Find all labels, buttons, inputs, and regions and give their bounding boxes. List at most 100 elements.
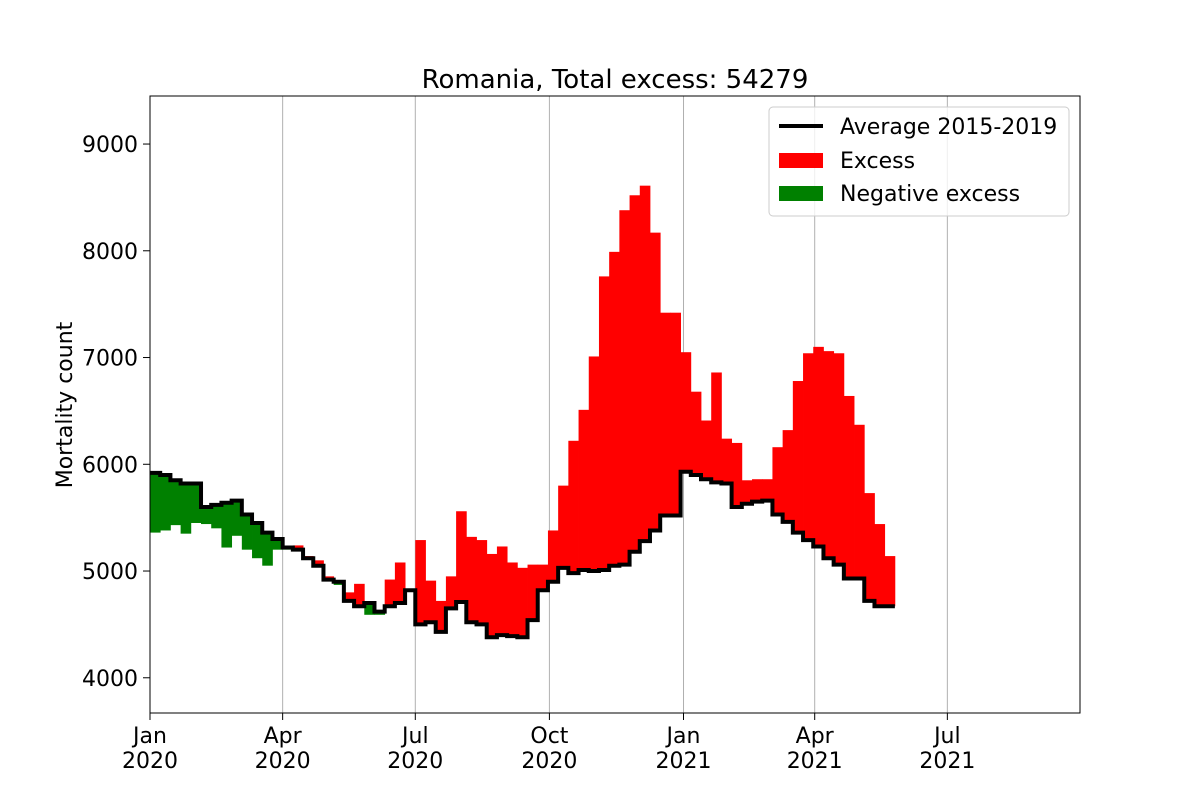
negative-excess-bar (201, 506, 212, 525)
excess-bar (752, 479, 763, 502)
excess-areas (150, 185, 896, 638)
negative-excess-bar (190, 483, 202, 523)
legend-box (768, 106, 1070, 217)
excess-bar (782, 430, 794, 522)
excess-bar (384, 579, 396, 607)
y-tick-label: 6000 (82, 453, 138, 478)
legend-swatch-excess (779, 153, 823, 168)
excess-bar (813, 346, 824, 547)
excess-bar (496, 546, 508, 636)
x-tick-label-year: 2021 (919, 749, 975, 774)
excess-bar (854, 424, 865, 579)
negative-excess-bar (170, 480, 182, 526)
excess-bar (721, 438, 733, 484)
excess-bar (354, 583, 365, 607)
excess-bar (578, 409, 590, 570)
excess-bar (731, 442, 743, 507)
excess-bar (792, 381, 804, 533)
excess-bar (711, 372, 722, 483)
legend: Average 2015-2019 Excess Negative excess (768, 106, 1070, 217)
excess-bar (466, 536, 477, 623)
excess-bar (415, 540, 426, 625)
excess-bar (823, 351, 835, 559)
excess-bar (762, 479, 773, 501)
y-axis: 4000 5000 6000 7000 8000 9000 (82, 133, 150, 692)
plot-area-frame (149, 95, 1081, 714)
legend-label-excess: Excess (840, 149, 915, 174)
excess-bar (558, 485, 569, 568)
excess-bar (803, 353, 814, 541)
negative-excess-bar (252, 522, 263, 559)
negative-excess-bar (160, 474, 171, 531)
x-tick-label-month: Apr (796, 724, 835, 749)
x-tick-label-month: Jul (932, 724, 961, 749)
y-axis-title: Mortality count (53, 321, 78, 488)
legend-label-negative-excess: Negative excess (840, 182, 1020, 207)
x-tick-label-month: Jan (131, 724, 167, 749)
excess-bar (456, 511, 467, 602)
excess-bar (843, 395, 855, 579)
excess-bar (445, 576, 457, 609)
x-tick-label-year: 2020 (521, 749, 577, 774)
excess-bar (629, 195, 641, 552)
excess-bar (598, 276, 610, 570)
negative-excess-bar (262, 532, 273, 566)
excess-bar (435, 600, 447, 632)
excess-bar (639, 185, 651, 542)
negative-excess-bar (221, 502, 233, 548)
negative-excess-bar (272, 539, 284, 550)
excess-bar (292, 545, 304, 550)
negative-excess-bar (180, 483, 192, 534)
x-tick-label-month: Jul (400, 724, 429, 749)
average-2015-2019-line (150, 469, 895, 640)
negative-excess-bar (231, 500, 243, 536)
excess-bar (701, 420, 712, 480)
excess-bar (670, 312, 681, 516)
negative-excess-bar (150, 472, 161, 533)
excess-bar (343, 592, 355, 601)
x-tick-label-month: Apr (264, 724, 303, 749)
excess-bar (619, 210, 630, 565)
excess-bar (568, 440, 579, 574)
excess-bar (537, 564, 549, 591)
excess-bar (527, 564, 539, 621)
chart-title: Romania, Total excess: 54279 (422, 65, 809, 95)
average-line-layer (150, 469, 895, 640)
x-tick-label-year: 2020 (255, 749, 311, 774)
negative-excess-bar (241, 514, 253, 550)
excess-bar (874, 524, 886, 607)
excess-bar (517, 567, 528, 638)
excess-bar (425, 580, 437, 623)
x-tick-label-year: 2021 (787, 749, 843, 774)
excess-bar (772, 447, 784, 515)
x-tick-label-year: 2020 (122, 749, 178, 774)
excess-bar (680, 352, 692, 472)
excess-bar (864, 493, 875, 601)
excess-bar (884, 556, 896, 607)
excess-bar (660, 312, 671, 516)
excess-bar (741, 480, 753, 504)
y-tick-label: 5000 (82, 560, 138, 585)
legend-label-average: Average 2015-2019 (840, 115, 1057, 140)
x-tick-label-month: Jan (665, 724, 701, 749)
x-tick-label-month: Oct (530, 724, 568, 749)
excess-bar (609, 251, 620, 566)
excess-bar (507, 562, 518, 637)
excess-bar (476, 540, 488, 625)
y-tick-label: 8000 (82, 240, 138, 265)
excess-bar (547, 530, 559, 582)
excess-bar (649, 232, 661, 531)
y-tick-label: 9000 (82, 133, 138, 158)
x-tick-label-year: 2021 (656, 749, 712, 774)
excess-bar (486, 553, 498, 638)
x-tick-label-year: 2020 (387, 749, 443, 774)
excess-bar (313, 560, 324, 566)
x-axis: Jan2020Apr2020Jul2020Oct2020Jan2021Apr20… (122, 713, 975, 774)
y-tick-label: 4000 (82, 667, 138, 692)
legend-swatch-negative-excess (779, 186, 823, 201)
negative-excess-bar (211, 504, 222, 529)
negative-excess-bar (364, 603, 375, 615)
y-tick-label: 7000 (82, 347, 138, 372)
excess-bar (394, 562, 406, 604)
